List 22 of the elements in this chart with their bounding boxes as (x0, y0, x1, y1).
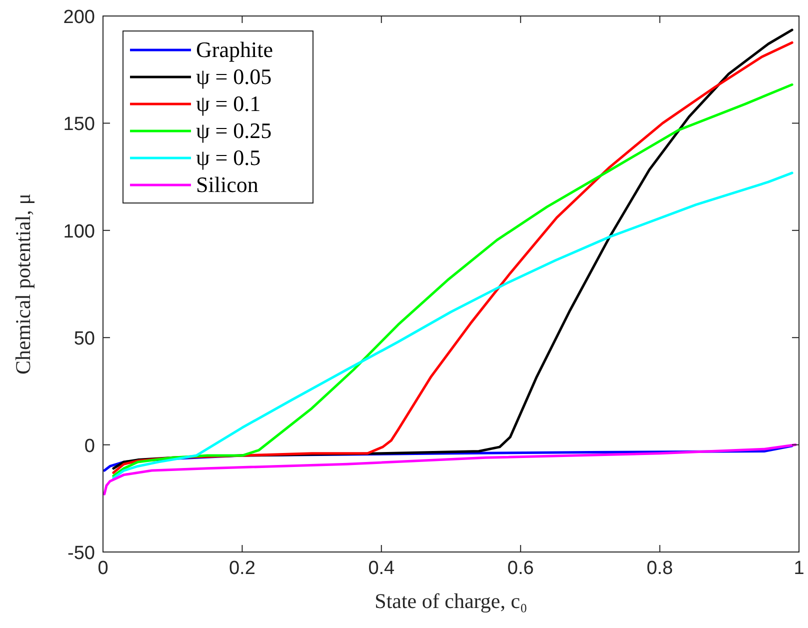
legend-label: ψ = 0.25 (196, 118, 272, 143)
x-tick-label: 1 (794, 558, 804, 579)
x-tick-label: 0.4 (368, 558, 396, 579)
x-tick-label: 0.8 (646, 558, 674, 579)
x-tick-label: 0.6 (507, 558, 534, 579)
line-series (103, 444, 797, 496)
legend-label: Silicon (196, 172, 258, 197)
legend-label: ψ = 0.5 (196, 145, 261, 170)
y-tick-label: 50 (74, 328, 95, 350)
y-tick-label: 150 (63, 114, 95, 136)
x-tick-label: 0.2 (228, 558, 256, 579)
legend-label: ψ = 0.05 (196, 64, 272, 89)
y-tick-label: 0 (84, 436, 95, 457)
y-axis-title: Chemical potential, μ (11, 194, 35, 374)
y-tick-label: 200 (63, 7, 95, 28)
legend-label: ψ = 0.1 (196, 91, 261, 116)
line-series (112, 172, 794, 480)
y-tick-label: -50 (68, 543, 95, 564)
legend-label: Graphite (196, 37, 273, 62)
x-tick-label: 0 (98, 558, 108, 579)
y-tick-label: 100 (63, 221, 95, 242)
x-axis-title: State of charge, c₀ (374, 589, 528, 613)
